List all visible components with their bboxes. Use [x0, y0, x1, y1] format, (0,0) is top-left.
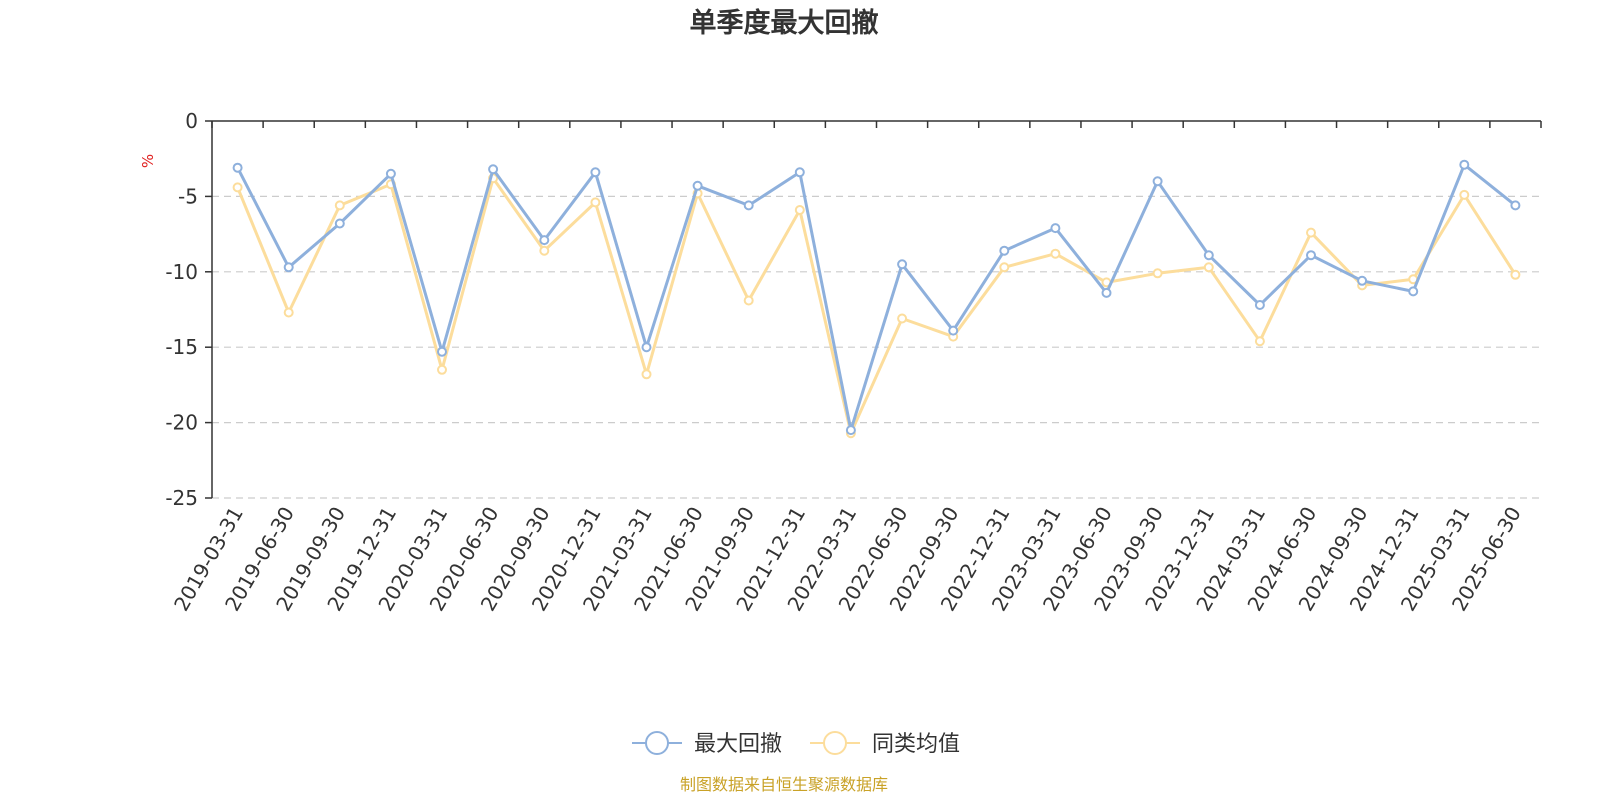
data-point[interactable]: [488, 164, 499, 175]
data-point[interactable]: [1254, 300, 1265, 310]
y-tick-label: -25: [165, 486, 198, 510]
data-point[interactable]: [283, 262, 294, 273]
data-point[interactable]: [692, 180, 703, 191]
data-point[interactable]: [999, 245, 1010, 256]
y-tick-label: -15: [165, 335, 198, 359]
data-point[interactable]: [539, 235, 550, 246]
data-point[interactable]: [1357, 275, 1368, 286]
data-point[interactable]: [334, 200, 345, 211]
data-point[interactable]: [1152, 268, 1163, 279]
data-point[interactable]: [385, 168, 396, 179]
data-point[interactable]: [845, 425, 856, 436]
data-point[interactable]: [1459, 189, 1470, 200]
data-point[interactable]: [1510, 200, 1521, 211]
y-tick-label: 0: [185, 109, 198, 133]
data-point[interactable]: [1306, 227, 1316, 238]
legend-swatch-marker: [823, 731, 847, 755]
data-point[interactable]: [283, 307, 294, 318]
data-point[interactable]: [1152, 176, 1163, 187]
series-1: [232, 159, 1521, 436]
data-point[interactable]: [743, 295, 754, 306]
data-point[interactable]: [794, 205, 805, 215]
data-point[interactable]: [948, 325, 959, 336]
data-point[interactable]: [590, 197, 601, 208]
data-point[interactable]: [1306, 250, 1316, 261]
legend-label: 同类均值: [872, 732, 960, 757]
legend[interactable]: 最大回撤 同类均值: [632, 731, 960, 757]
data-point[interactable]: [1050, 248, 1061, 259]
data-point[interactable]: [334, 218, 345, 229]
data-point[interactable]: [539, 245, 550, 256]
data-point[interactable]: [1510, 269, 1521, 280]
legend-swatch-marker: [645, 731, 669, 755]
data-point[interactable]: [743, 200, 754, 211]
data-point[interactable]: [1254, 336, 1265, 347]
data-point[interactable]: [1050, 223, 1061, 234]
data-point[interactable]: [897, 313, 908, 324]
data-point[interactable]: [1408, 286, 1419, 297]
data-point[interactable]: [999, 262, 1010, 273]
legend-item[interactable]: 同类均值: [810, 731, 960, 757]
series-line: [236, 163, 1517, 432]
y-tick-label: -10: [165, 260, 198, 284]
data-point[interactable]: [437, 364, 447, 375]
data-point[interactable]: [590, 167, 601, 178]
legend-label: 最大回撤: [694, 732, 782, 757]
series-line: [236, 176, 1517, 435]
data-point[interactable]: [437, 346, 447, 357]
legend-item[interactable]: 最大回撤: [632, 731, 782, 757]
data-point[interactable]: [232, 182, 243, 193]
data-source-note: 制图数据来自恒生聚源数据库: [680, 775, 888, 794]
y-axis-unit: %: [139, 154, 157, 168]
chart-title: 单季度最大回撤: [690, 7, 879, 39]
data-point[interactable]: [1203, 262, 1214, 273]
series-lines: [232, 159, 1521, 439]
data-point[interactable]: [1101, 287, 1112, 298]
data-point[interactable]: [641, 342, 652, 353]
y-tick-label: -20: [165, 411, 198, 435]
y-tick-label: -5: [178, 184, 198, 208]
data-point[interactable]: [1203, 250, 1214, 261]
axes: 0-5-10-15-20-252019-03-312019-06-302019-…: [165, 109, 1542, 615]
data-point[interactable]: [897, 259, 908, 270]
series-2: [232, 173, 1521, 439]
data-point[interactable]: [232, 162, 243, 173]
data-point[interactable]: [794, 167, 805, 178]
data-point[interactable]: [641, 369, 652, 380]
data-point[interactable]: [1459, 159, 1470, 170]
